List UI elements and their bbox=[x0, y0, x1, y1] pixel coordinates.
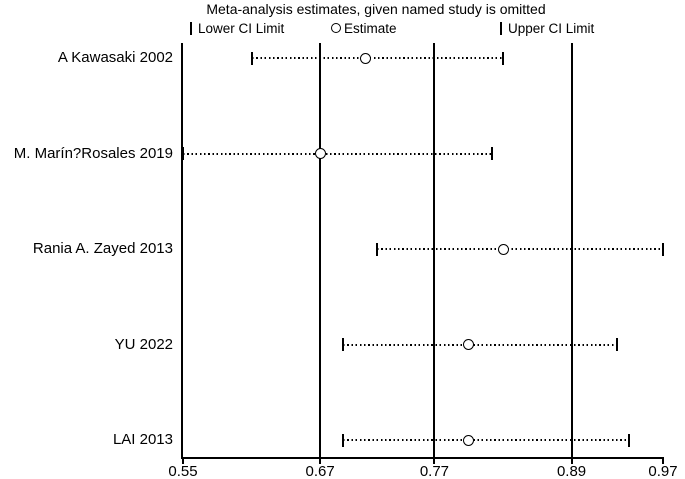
x-axis-tick-label: 0.97 bbox=[648, 463, 678, 479]
lower-ci-cap bbox=[342, 338, 344, 351]
x-axis-tick bbox=[182, 457, 184, 464]
study-label: A Kawasaki 2002 bbox=[57, 49, 173, 66]
upper-ci-cap bbox=[502, 51, 504, 65]
estimate-marker bbox=[463, 434, 475, 446]
legend-item-upper-ci: Upper CI Limit bbox=[500, 20, 594, 36]
x-axis-tick bbox=[570, 457, 573, 464]
study-label: LAI 2013 bbox=[112, 431, 173, 448]
legend-upper-label: Upper CI Limit bbox=[508, 20, 595, 36]
reference-line bbox=[319, 43, 322, 457]
upper-ci-cap-icon bbox=[500, 21, 502, 35]
estimate-marker bbox=[360, 52, 372, 64]
study-label: M. Marín?Rosales 2019 bbox=[13, 144, 173, 162]
estimate-marker bbox=[497, 243, 509, 255]
reference-line bbox=[570, 43, 573, 457]
lower-ci-cap-icon bbox=[190, 21, 192, 35]
lower-ci-cap bbox=[182, 147, 184, 160]
estimate-circle-icon bbox=[331, 23, 341, 33]
ci-line bbox=[343, 439, 629, 441]
lower-ci-cap bbox=[250, 51, 253, 65]
legend-item-estimate: Estimate bbox=[331, 20, 397, 36]
upper-ci-cap bbox=[490, 147, 493, 160]
plot-area: 0.55 0.67 0.77 0.89 0.97 bbox=[168, 43, 678, 479]
ci-line bbox=[377, 248, 663, 250]
lower-ci-cap bbox=[342, 433, 344, 447]
lower-ci-cap bbox=[376, 242, 379, 256]
chart-title: Meta-analysis estimates, given named stu… bbox=[206, 1, 546, 17]
upper-ci-cap bbox=[616, 338, 619, 351]
x-axis-tick-label: 0.89 bbox=[556, 463, 587, 479]
study-label: Rania A. Zayed 2013 bbox=[32, 240, 173, 257]
ci-line bbox=[251, 57, 503, 59]
upper-ci-cap bbox=[662, 242, 664, 256]
upper-ci-cap bbox=[627, 433, 630, 447]
study-label: YU 2022 bbox=[114, 335, 173, 353]
x-axis-tick bbox=[319, 457, 322, 464]
reference-line bbox=[433, 43, 436, 457]
legend-item-lower-ci: Lower CI Limit bbox=[190, 20, 284, 36]
ci-line bbox=[183, 152, 492, 155]
legend-estimate-label: Estimate bbox=[344, 20, 397, 36]
estimate-marker bbox=[463, 339, 475, 350]
x-axis-tick bbox=[662, 457, 664, 464]
x-axis-tick bbox=[433, 457, 436, 464]
x-axis-tick-label: 0.55 bbox=[168, 463, 198, 479]
x-axis-tick-label: 0.77 bbox=[419, 463, 450, 479]
legend-lower-label: Lower CI Limit bbox=[198, 20, 285, 36]
x-axis-tick-label: 0.67 bbox=[305, 463, 335, 479]
ci-line bbox=[343, 343, 618, 346]
estimate-marker bbox=[314, 148, 326, 159]
